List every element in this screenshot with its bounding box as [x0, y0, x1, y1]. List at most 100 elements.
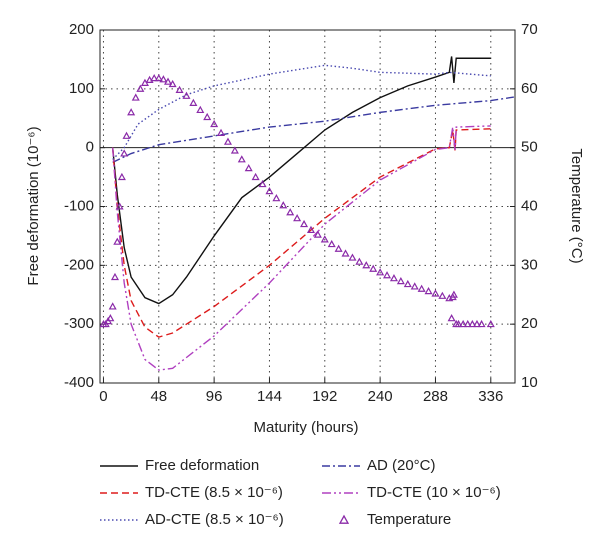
plot-frame	[99, 29, 516, 384]
legend-label: AD (20°C)	[367, 457, 436, 474]
y-tick-label: -200	[64, 256, 94, 273]
series-line	[112, 64, 491, 160]
temperature-marker	[168, 79, 177, 88]
temperature-marker	[115, 202, 124, 210]
y2-tick-label: 70	[521, 21, 538, 38]
temperature-marker	[251, 172, 260, 181]
temperature-marker	[472, 319, 481, 328]
x-tick-label: 192	[312, 388, 337, 405]
temperature-marker	[431, 289, 440, 297]
temperature-marker	[127, 108, 136, 116]
temperature-marker	[355, 257, 364, 265]
x-tick-label: 0	[99, 388, 107, 405]
temperature-marker	[383, 271, 392, 279]
temperature-marker	[334, 244, 343, 252]
y-tick-label: -300	[64, 315, 94, 332]
temperature-marker	[122, 131, 131, 139]
legend-label: AD-CTE (8.5 × 10⁻⁶)	[145, 511, 284, 528]
temperature-marker	[150, 74, 159, 82]
temperature-marker	[463, 319, 472, 328]
temperature-marker	[341, 249, 350, 257]
temperature-marker	[258, 179, 267, 188]
temperature-marker	[438, 291, 447, 299]
temperature-marker	[189, 98, 198, 106]
temperature-marker	[210, 119, 219, 128]
y-tick-label: 100	[69, 80, 94, 97]
temperature-marker	[300, 219, 309, 228]
temperature-marker	[244, 164, 253, 172]
temperature-marker	[175, 85, 184, 94]
temperature-marker	[117, 172, 126, 181]
temperature-marker	[230, 146, 239, 154]
temperature-marker	[320, 235, 329, 243]
y2-axis-label: Temperature (°C)	[568, 148, 585, 263]
temperature-marker	[376, 268, 385, 276]
y-axis-label: Free deformation (10⁻⁶)	[25, 126, 42, 285]
temperature-marker	[203, 112, 212, 121]
temperature-marker	[306, 225, 315, 234]
series-line	[111, 128, 491, 338]
temperature-marker	[131, 93, 140, 101]
temperature-marker	[159, 75, 168, 83]
legend-label: TD-CTE (10 × 10⁻⁶)	[367, 484, 501, 501]
temperature-marker	[223, 137, 232, 145]
temperature-marker	[237, 155, 246, 163]
y2-tick-label: 60	[521, 80, 538, 97]
temperature-marker	[348, 253, 357, 261]
y-tick-label: -400	[64, 374, 94, 391]
series-line	[112, 96, 514, 164]
temperature-marker	[486, 319, 495, 328]
x-tick-label: 288	[423, 388, 448, 405]
temperature-marker	[217, 128, 226, 136]
temperature-marker	[403, 279, 412, 288]
y2-tick-label: 30	[521, 256, 538, 273]
x-tick-label: 144	[257, 388, 282, 405]
y2-tick-label: 20	[521, 315, 538, 332]
temperature-marker	[136, 84, 145, 92]
legend-label: Free deformation	[145, 457, 259, 474]
legend-label: Temperature	[367, 511, 451, 528]
plot-area	[100, 56, 514, 371]
x-tick-label: 240	[368, 388, 393, 405]
x-tick-label: 48	[150, 388, 167, 405]
temperature-marker	[113, 237, 122, 245]
y2-tick-label: 10	[521, 374, 538, 391]
y-tick-label: 0	[86, 139, 94, 156]
temperature-marker	[110, 272, 120, 281]
temperature-marker	[410, 282, 419, 290]
temperature-marker	[265, 186, 274, 195]
temperature-marker	[196, 105, 205, 114]
temperature-marker	[449, 290, 458, 298]
legend-marker	[338, 514, 350, 524]
x-axis-label: Maturity (hours)	[253, 419, 358, 436]
temperature-marker	[154, 74, 163, 82]
temperature-marker	[447, 314, 456, 322]
y2-tick-label: 50	[521, 139, 538, 156]
series-line	[111, 56, 491, 305]
temperature-marker	[369, 264, 378, 272]
y-tick-label: -100	[64, 197, 94, 214]
temperature-marker	[468, 319, 477, 328]
temperature-marker	[293, 214, 302, 222]
temperature-marker	[279, 201, 288, 209]
temperature-marker	[182, 91, 191, 99]
temperature-marker	[396, 276, 405, 285]
legend-label: TD-CTE (8.5 × 10⁻⁶)	[145, 484, 283, 501]
x-tick-label: 96	[206, 388, 223, 405]
series-line	[111, 125, 491, 371]
y-tick-label: 200	[69, 21, 94, 38]
temperature-marker	[106, 314, 115, 322]
temperature-marker	[120, 149, 129, 157]
temperature-marker	[362, 261, 371, 269]
temperature-marker	[389, 274, 398, 282]
temperature-marker	[459, 319, 468, 328]
y2-tick-label: 40	[521, 197, 538, 214]
temperature-marker	[417, 284, 426, 292]
temperature-marker	[108, 302, 117, 310]
temperature-marker	[163, 77, 173, 85]
x-tick-label: 336	[478, 388, 503, 405]
temperature-marker	[272, 194, 281, 202]
temperature-marker	[327, 239, 336, 248]
temperature-marker	[454, 319, 463, 328]
